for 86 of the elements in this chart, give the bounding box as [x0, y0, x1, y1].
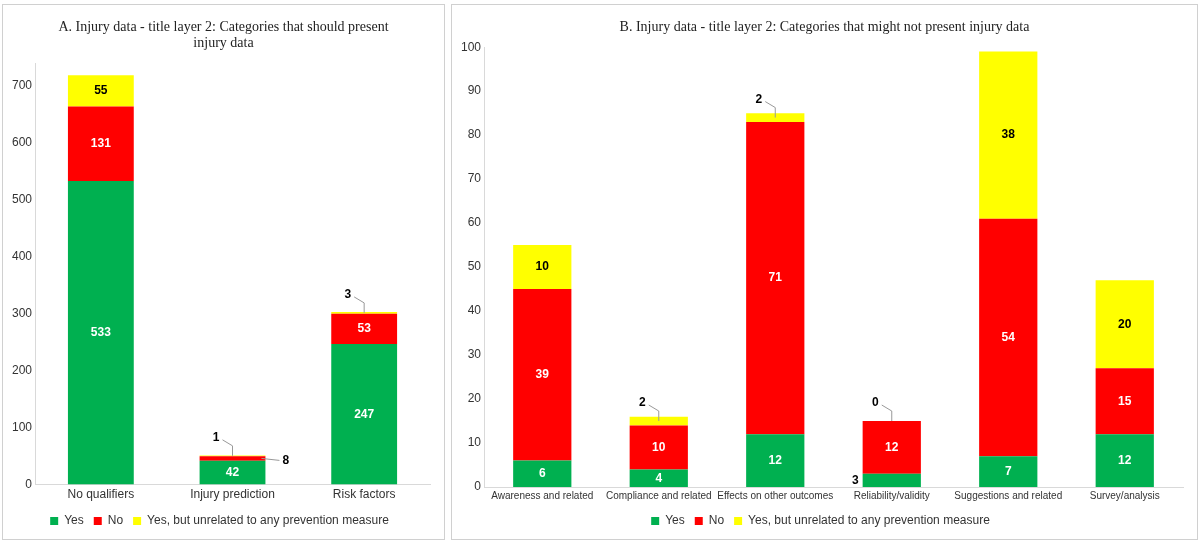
data-label: 71	[768, 270, 783, 285]
data-label: 42	[225, 464, 240, 479]
y-tick-label: 90	[467, 83, 482, 98]
y-tick-label: 60	[467, 215, 482, 230]
bar	[979, 218, 1038, 457]
bar	[331, 343, 398, 485]
x-tick-label: Compliance and related	[605, 489, 712, 501]
x-tick-label: No qualifiers	[67, 487, 135, 502]
bar	[331, 313, 398, 344]
data-label: 12	[1118, 452, 1132, 467]
bar	[979, 51, 1038, 219]
chart-title: A. Injury data - title layer 2: Categories that should present injury data	[57, 19, 390, 51]
data-label: 15	[1118, 393, 1132, 408]
legend-label: Yes, but unrelated to any prevention measure	[748, 513, 991, 528]
data-label: 20	[1118, 316, 1132, 331]
data-label: 0	[872, 395, 880, 410]
data-label: 54	[1001, 329, 1016, 344]
y-tick-label: 30	[467, 347, 482, 362]
legend-label: Yes	[665, 513, 685, 528]
data-label: 12	[885, 439, 899, 454]
bar	[513, 460, 572, 487]
legend-label: No	[708, 513, 725, 528]
bar	[1095, 368, 1154, 435]
y-tick-label: 50	[467, 259, 482, 274]
bar	[746, 121, 805, 435]
bar	[1095, 280, 1154, 369]
y-tick-label: 300	[11, 306, 33, 321]
x-tick-label: Awareness and related	[491, 489, 594, 501]
x-tick-label: Survey/analysis	[1089, 489, 1160, 501]
data-label: 3	[851, 472, 859, 487]
y-tick-label: 80	[467, 127, 482, 142]
bar	[67, 106, 134, 182]
x-tick-label: Reliability/validity	[853, 489, 930, 501]
y-tick-label: 400	[11, 249, 33, 264]
x-tick-label: Risk factors	[332, 487, 396, 502]
data-label: 8	[282, 452, 290, 467]
y-tick-label: 70	[467, 171, 482, 186]
data-label: 55	[94, 83, 108, 98]
data-label: 10	[652, 439, 666, 454]
data-label: 2	[639, 395, 647, 410]
y-tick-label: 0	[25, 476, 33, 491]
data-label: 10	[535, 259, 550, 274]
y-tick-label: 100	[460, 39, 482, 54]
data-label: 533	[90, 325, 112, 340]
bar	[629, 416, 688, 426]
chart-title: B. Injury data - title layer 2: Categories that might not present injury data	[618, 19, 1031, 35]
bar	[862, 473, 921, 487]
bar	[1095, 434, 1154, 487]
y-tick-label: 100	[11, 419, 33, 434]
bar	[746, 113, 805, 122]
data-label: 4	[655, 470, 663, 485]
bar	[513, 289, 572, 461]
data-label: 247	[354, 406, 375, 421]
bar	[746, 434, 805, 487]
y-tick-label: 20	[467, 391, 482, 406]
x-tick-label: Injury prediction	[190, 487, 275, 502]
data-label: 7	[1004, 463, 1012, 478]
bar	[862, 421, 921, 474]
bar	[629, 469, 688, 487]
bar	[513, 245, 572, 290]
bar	[67, 181, 134, 485]
data-label: 53	[357, 321, 372, 336]
data-label: 39	[535, 367, 550, 382]
data-label: 38	[1001, 127, 1016, 142]
data-label: 1	[212, 430, 220, 445]
y-tick-label: 200	[11, 363, 33, 378]
y-tick-label: 700	[11, 78, 33, 93]
y-tick-label: 600	[11, 135, 33, 150]
legend-label: Yes	[64, 513, 84, 528]
bar	[199, 456, 266, 461]
y-tick-label: 40	[467, 303, 482, 318]
bar	[67, 75, 134, 107]
x-tick-label: Suggestions and related	[954, 489, 1063, 501]
data-label: 3	[344, 287, 352, 302]
legend-label: Yes, but unrelated to any prevention measure	[147, 513, 390, 528]
bar	[629, 425, 688, 470]
y-tick-label: 500	[11, 192, 33, 207]
data-label: 2	[755, 91, 763, 106]
y-tick-label: 10	[467, 435, 482, 450]
bar	[979, 456, 1038, 487]
legend-label: No	[107, 513, 124, 528]
data-label: 12	[768, 452, 783, 467]
data-label: 131	[90, 136, 112, 151]
x-tick-label: Effects on other outcomes	[717, 489, 834, 501]
data-label: 6	[538, 466, 546, 481]
y-tick-label: 0	[474, 479, 482, 494]
